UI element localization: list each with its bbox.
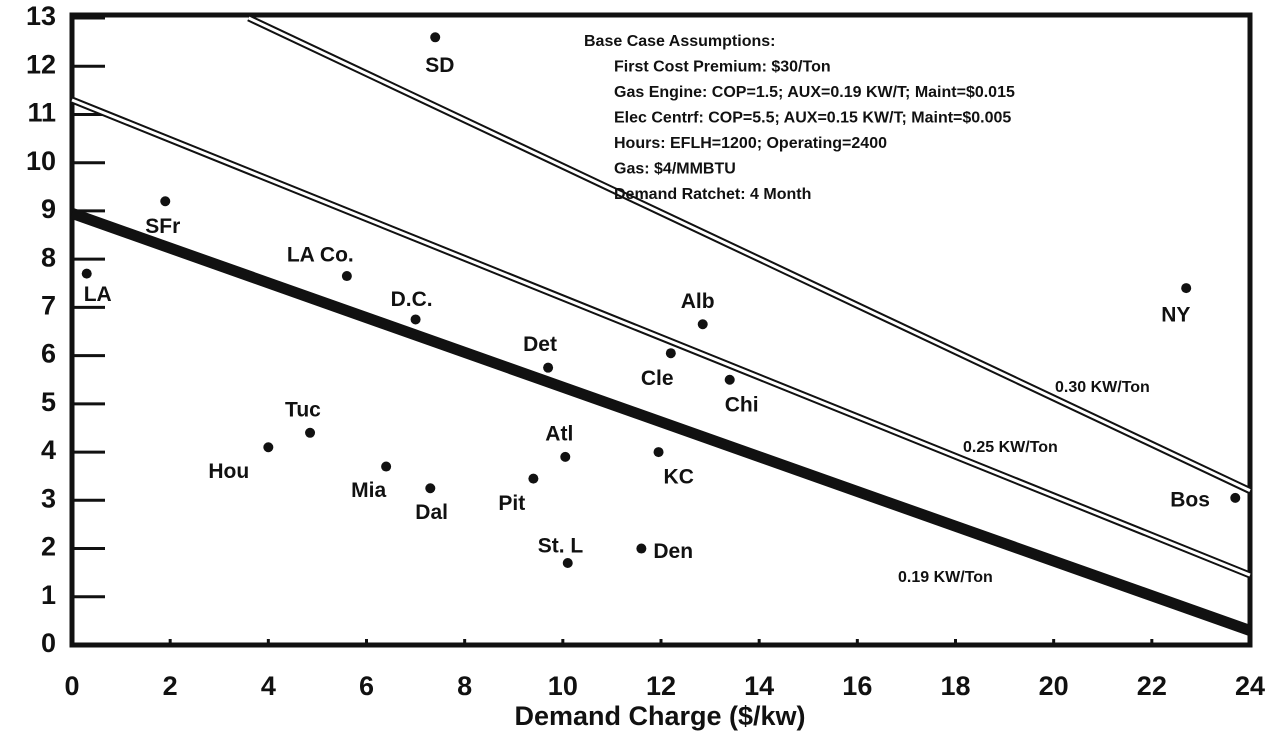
y-tick-label: 4 (41, 435, 56, 465)
point-label: Cle (641, 367, 674, 390)
point-label: Alb (681, 290, 715, 313)
x-tick-label: 10 (548, 671, 578, 701)
point (724, 374, 735, 385)
y-tick-label: 1 (41, 580, 56, 610)
point-label: Dal (415, 501, 448, 524)
point (636, 543, 647, 554)
annotation: Gas Engine: COP=1.5; AUX=0.19 KW/T; Main… (614, 84, 1015, 101)
point-label: Chi (725, 393, 759, 416)
point (560, 451, 571, 462)
y-tick-label: 0 (41, 628, 56, 658)
y-tick-label: 5 (41, 387, 56, 417)
annotation: First Cost Premium: $30/Ton (614, 59, 831, 76)
y-tick-label: 12 (26, 49, 56, 79)
point-label: Den (653, 540, 693, 563)
point (425, 483, 436, 494)
x-tick-label: 14 (744, 671, 774, 701)
x-tick-label: 20 (1039, 671, 1069, 701)
point-label: D.C. (391, 288, 433, 311)
point-label: Atl (545, 422, 573, 445)
point-label: LA (84, 283, 112, 306)
point (81, 268, 92, 279)
x-tick-label: 6 (359, 671, 374, 701)
point-label: KC (664, 466, 694, 489)
x-tick-label: 0 (64, 671, 79, 701)
point (665, 348, 676, 359)
point-label: NY (1161, 304, 1190, 327)
point-label: St. L (538, 535, 584, 558)
point (381, 461, 392, 472)
x-tick-label: 16 (842, 671, 872, 701)
point (697, 319, 708, 330)
line (70, 208, 1252, 636)
point-label: SFr (145, 215, 180, 238)
y-tick-label: 10 (26, 146, 56, 176)
line-inner (248, 16, 1251, 493)
line-label: 0.30 KW/Ton (1055, 379, 1150, 396)
x-axis-label: Demand Charge ($/kw) (514, 701, 805, 731)
y-tick-label: 7 (41, 291, 56, 321)
x-tick-label: 18 (940, 671, 970, 701)
annotation: Elec Centrf: COP=5.5; AUX=0.15 KW/T; Mai… (614, 110, 1011, 127)
y-tick-label: 3 (41, 483, 56, 513)
point (305, 427, 316, 438)
y-tick-label: 2 (41, 532, 56, 562)
x-tick-label: 24 (1235, 671, 1265, 701)
annotation: Demand Ratchet: 4 Month (614, 186, 811, 203)
x-tick-label: 2 (163, 671, 178, 701)
point (543, 362, 554, 373)
y-tick-label: 6 (41, 339, 56, 369)
line-inner (71, 98, 1251, 577)
annotation: Base Case Assumptions: (584, 33, 775, 50)
line-label: 0.25 KW/Ton (963, 439, 1058, 456)
point (160, 196, 171, 207)
y-tick-label: 9 (41, 194, 56, 224)
point (653, 447, 664, 458)
point-label: SD (425, 54, 454, 77)
point (528, 473, 539, 484)
x-tick-label: 12 (646, 671, 676, 701)
point-label: Hou (208, 460, 249, 483)
point-label: Tuc (285, 398, 321, 421)
annotation: Gas: $4/MMBTU (614, 161, 736, 178)
annotation: Hours: EFLH=1200; Operating=2400 (614, 135, 887, 152)
point (1181, 283, 1192, 294)
point-label: Mia (351, 479, 386, 502)
point (1230, 492, 1241, 503)
point (430, 32, 441, 43)
x-tick-label: 8 (457, 671, 472, 701)
x-tick-label: 4 (261, 671, 276, 701)
line-label: 0.19 KW/Ton (898, 569, 993, 586)
y-tick-label: 8 (41, 242, 56, 272)
point (341, 271, 352, 282)
point-label: LA Co. (287, 244, 354, 267)
x-tick-label: 22 (1137, 671, 1167, 701)
y-tick-label: 11 (27, 98, 56, 128)
point-label: Bos (1170, 488, 1210, 511)
point-label: Det (523, 333, 557, 356)
point-label: Pit (498, 492, 525, 515)
point (562, 558, 573, 569)
point (263, 442, 274, 453)
point (410, 314, 421, 325)
y-tick-label: 13 (26, 1, 56, 31)
